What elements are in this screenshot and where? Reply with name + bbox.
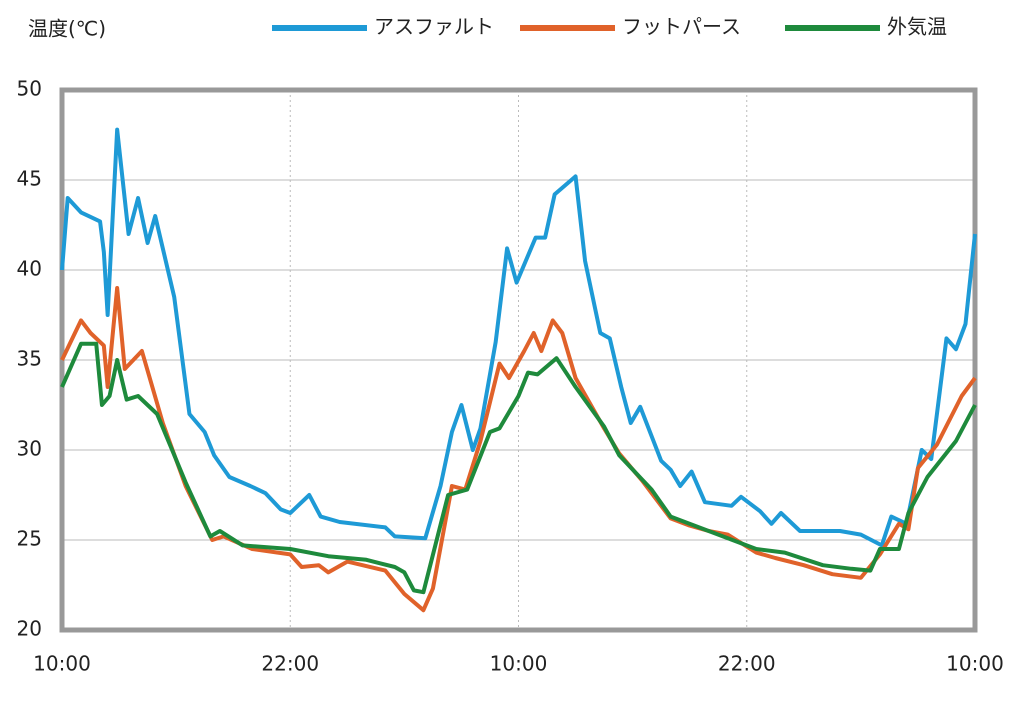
legend-label: アスファルト: [374, 15, 494, 39]
y-tick-label: 45: [17, 167, 42, 191]
y-tick-label: 20: [17, 617, 42, 641]
series-line: [60, 127, 977, 548]
x-tick-label: 22:00: [718, 652, 776, 676]
y-tick-label: 25: [17, 527, 42, 551]
legend-label: フットパース: [622, 15, 741, 39]
legend-label: 外気温: [887, 15, 947, 39]
y-axis-label: 温度(℃): [28, 17, 106, 41]
x-tick-label: 10:00: [946, 652, 1004, 676]
series-line: [60, 341, 977, 595]
x-tick-label: 10:00: [33, 652, 91, 676]
x-tick-label: 22:00: [261, 652, 319, 676]
y-tick-label: 30: [17, 437, 42, 461]
y-tick-label: 50: [17, 77, 42, 101]
y-tick-label: 40: [17, 257, 42, 281]
x-tick-label: 10:00: [490, 652, 548, 676]
y-tick-label: 35: [17, 347, 42, 371]
